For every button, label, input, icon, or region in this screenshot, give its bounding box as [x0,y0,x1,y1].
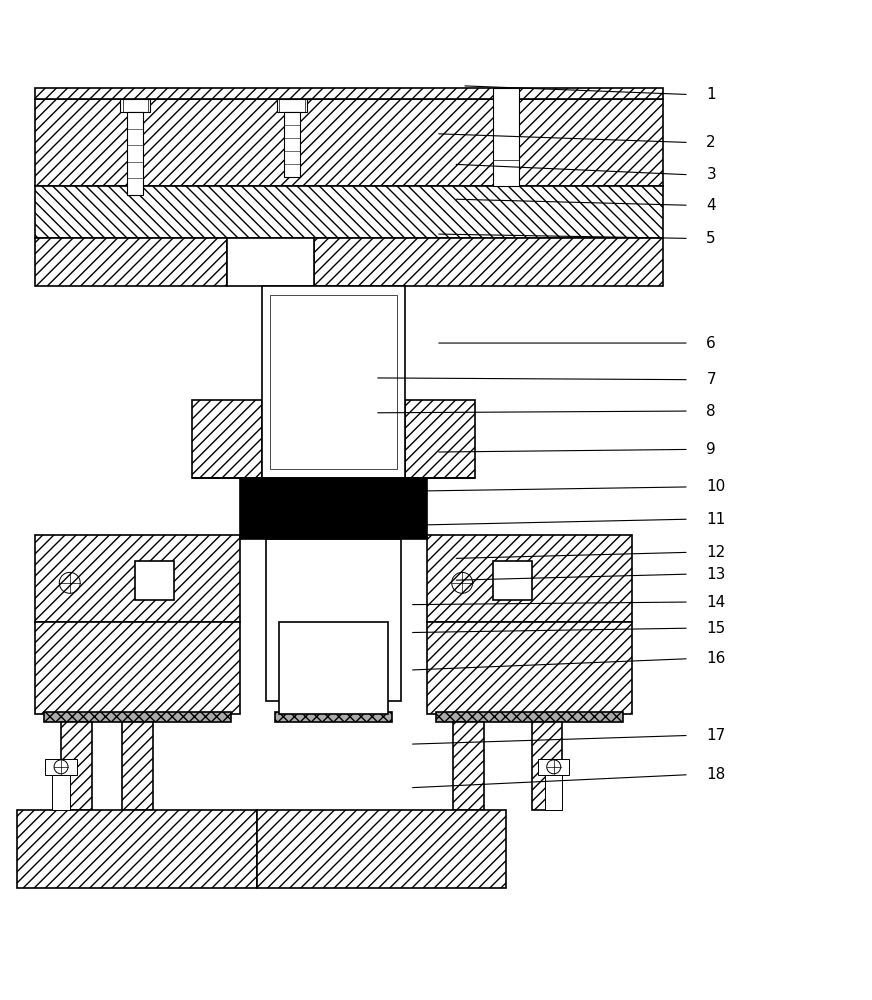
Bar [493,88,519,186]
Text: 10: 10 [706,479,726,494]
Bar [122,722,153,810]
Text: 1: 1 [706,87,716,102]
Bar [257,810,506,888]
Text: 15: 15 [706,621,726,636]
Bar [314,238,663,286]
Bar [135,561,174,600]
Bar [284,112,300,177]
Text: 17: 17 [706,728,726,743]
Bar [35,622,240,714]
Bar [35,88,663,99]
Bar [270,295,397,469]
Bar [266,539,401,701]
Text: 11: 11 [706,512,726,527]
Bar [532,722,562,810]
Text: 18: 18 [706,767,726,782]
Bar [127,112,143,195]
Bar [192,400,262,478]
Text: 13: 13 [706,567,726,582]
Bar [120,99,150,112]
Text: 7: 7 [706,372,716,387]
Text: 6: 6 [706,336,716,351]
Bar [35,186,663,238]
Bar [545,775,562,810]
Bar [44,712,231,722]
Bar [453,722,484,810]
Bar [427,535,632,622]
Text: 16: 16 [706,651,726,666]
Bar [493,561,532,600]
Bar [35,99,663,186]
Text: 12: 12 [706,545,726,560]
Bar [427,622,632,714]
Bar [61,722,92,810]
Text: 4: 4 [706,198,716,213]
Bar [405,400,475,478]
Bar [35,535,240,622]
Bar [227,238,314,286]
Bar [538,759,569,775]
Bar [240,478,427,539]
Bar [436,712,623,722]
Text: 8: 8 [706,404,716,419]
Bar [52,775,70,810]
Text: 5: 5 [706,231,716,246]
Bar [45,759,77,775]
Text: 9: 9 [706,442,716,457]
Bar [275,712,392,722]
Text: 3: 3 [706,167,716,182]
Bar [17,810,257,888]
Bar [279,622,388,714]
Bar [35,238,227,286]
Text: 14: 14 [706,595,726,610]
Bar [276,99,308,112]
Bar [262,286,405,478]
Text: 2: 2 [706,135,716,150]
